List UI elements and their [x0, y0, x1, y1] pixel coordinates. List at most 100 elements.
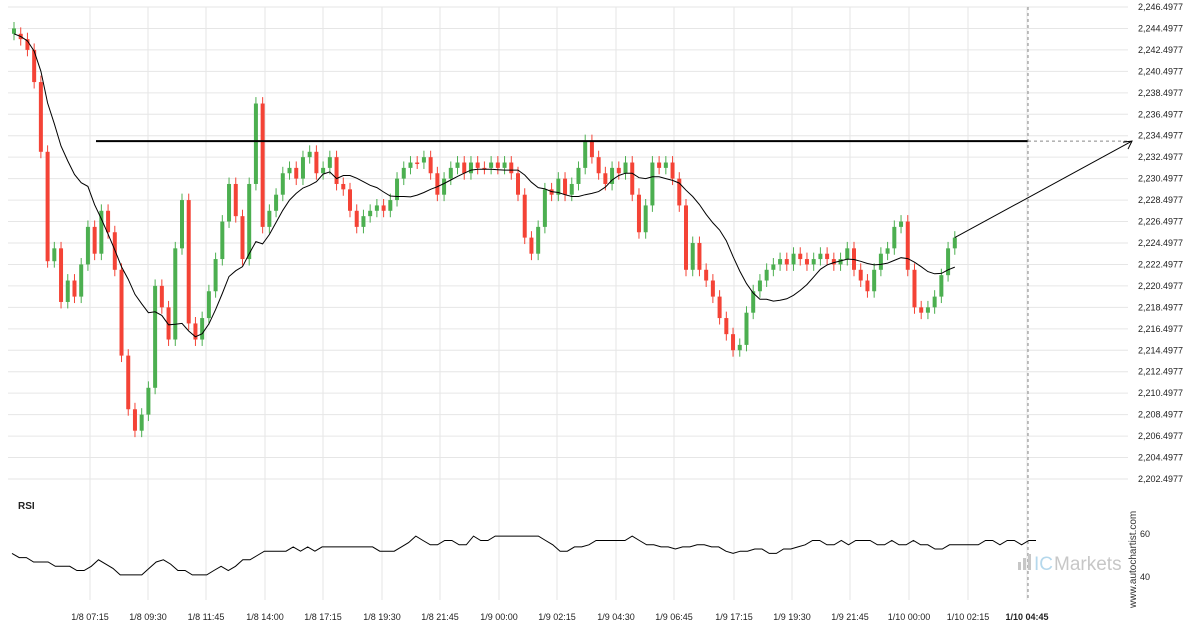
- time-tick-label: 1/10 00:00: [888, 612, 931, 622]
- price-tick-label: 2,212.4977: [1138, 367, 1183, 377]
- logo-bar-1: [1018, 562, 1021, 570]
- candle-body: [348, 189, 352, 211]
- price-tick-label: 2,234.4977: [1138, 131, 1183, 141]
- candle-body: [643, 205, 648, 233]
- candle-body: [65, 280, 70, 302]
- candle-body: [442, 178, 447, 195]
- time-tick-label: 1/9 02:15: [538, 612, 576, 622]
- time-tick-label: 1/9 17:15: [715, 612, 753, 622]
- time-tick-label: 1/9 04:30: [597, 612, 635, 622]
- candle-body: [166, 307, 171, 340]
- candle-body: [448, 167, 453, 179]
- candle-body: [146, 387, 151, 415]
- time-tick-label: 1/8 19:30: [363, 612, 401, 622]
- candle-body: [408, 162, 413, 168]
- vertical-watermark: www.autochartist.com: [1128, 511, 1139, 609]
- candle-body: [361, 216, 366, 227]
- price-tick-label: 2,228.4977: [1138, 195, 1183, 205]
- candle-body: [25, 39, 30, 50]
- moving-average-line: [13, 33, 955, 338]
- price-tick-label: 2,230.4977: [1138, 174, 1183, 184]
- logo-markets-text: Markets: [1054, 554, 1122, 575]
- logo-bar-3: [1028, 554, 1031, 570]
- overlay-layer: [96, 7, 1133, 600]
- time-tick-label: 1/10 02:15: [947, 612, 990, 622]
- candle-body: [865, 280, 870, 292]
- candle-body: [650, 162, 655, 206]
- candle-body: [845, 248, 850, 260]
- candle-body: [912, 269, 917, 308]
- rsi-line: [11, 535, 1036, 576]
- candle-body: [596, 157, 601, 174]
- candle-body: [193, 323, 198, 340]
- candle-body: [327, 157, 332, 168]
- candle-body: [932, 296, 937, 308]
- candle-body: [368, 210, 373, 217]
- candle-body: [536, 226, 541, 254]
- candle-body: [220, 221, 225, 260]
- price-tick-label: 2,238.4977: [1138, 88, 1183, 98]
- time-tick-label: 1/8 14:00: [246, 612, 284, 622]
- candle-body: [307, 151, 312, 158]
- candle-body: [630, 162, 635, 195]
- candle-body: [240, 216, 245, 260]
- candle-body: [247, 183, 252, 260]
- branding: www.autochartist.com IC Markets: [1018, 511, 1139, 609]
- time-tick-label: 1/8 07:15: [71, 612, 109, 622]
- candle-body: [831, 259, 836, 265]
- time-tick-label: 1/8 09:30: [129, 612, 167, 622]
- candle-body: [280, 173, 285, 195]
- candle-body: [213, 259, 218, 292]
- candle-body: [919, 307, 924, 313]
- candle-body: [623, 162, 628, 174]
- candle-body: [717, 296, 722, 319]
- candle-body: [455, 162, 460, 168]
- candle-body: [798, 253, 803, 260]
- price-tick-label: 2,236.4977: [1138, 109, 1183, 119]
- rsi-title: RSI: [18, 501, 35, 512]
- candle-body: [45, 151, 50, 262]
- candle-body: [704, 269, 709, 281]
- candle-body: [878, 253, 883, 270]
- candle-body: [636, 194, 641, 233]
- candle-body: [354, 210, 359, 227]
- candle-body: [200, 318, 205, 340]
- price-tick-label: 2,218.4977: [1138, 302, 1183, 312]
- candle-body: [79, 264, 84, 297]
- candle-body: [12, 28, 16, 34]
- candle-body: [260, 103, 265, 227]
- candle-body: [583, 141, 588, 168]
- price-tick-label: 2,232.4977: [1138, 152, 1183, 162]
- candle-body: [771, 264, 776, 270]
- candle-body: [946, 248, 951, 276]
- time-tick-label: 1/9 19:30: [773, 612, 811, 622]
- candle-body: [939, 275, 944, 297]
- candle-body: [92, 226, 97, 254]
- price-tick-label: 2,216.4977: [1138, 324, 1183, 334]
- candle-body: [267, 210, 272, 227]
- candle-body: [468, 162, 473, 174]
- candle-body: [899, 221, 904, 227]
- time-tick-label: 1/9 21:45: [831, 612, 869, 622]
- candle-body: [72, 280, 77, 297]
- candle-body: [475, 162, 480, 168]
- candle-body: [489, 162, 494, 168]
- candle-body: [522, 194, 527, 238]
- candle-body: [724, 318, 729, 335]
- candle-body: [885, 248, 890, 254]
- candle-body: [139, 414, 144, 431]
- moving-average-layer: [13, 33, 955, 338]
- candle-body: [516, 173, 520, 195]
- projection-arrow-line: [954, 140, 1133, 239]
- rsi-panel: RSI 60 40: [11, 501, 1150, 582]
- price-tick-label: 2,244.4977: [1138, 23, 1183, 33]
- candle-body: [206, 291, 211, 319]
- price-tick-label: 2,204.4977: [1138, 453, 1183, 463]
- candle-body: [677, 178, 682, 206]
- candle-body: [180, 200, 184, 249]
- candle-body: [186, 200, 191, 324]
- candle-body: [381, 205, 386, 211]
- candle-body: [825, 253, 830, 260]
- price-tick-label: 2,242.4977: [1138, 45, 1183, 55]
- candle-body: [905, 221, 910, 270]
